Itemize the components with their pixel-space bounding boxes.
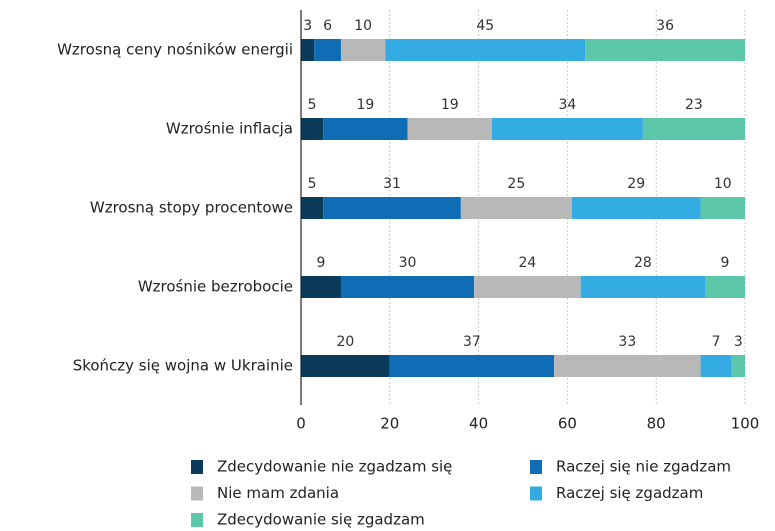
legend-label: Zdecydowanie się zgadzam xyxy=(217,511,425,529)
value-label: 19 xyxy=(441,97,459,113)
bar-segment xyxy=(340,276,475,298)
bar-segment xyxy=(571,197,701,219)
legend-swatch xyxy=(191,513,203,527)
value-label: 31 xyxy=(383,176,401,192)
bar-segment xyxy=(301,118,324,140)
bar-segment xyxy=(700,355,732,377)
category-label: Wzrośnie inflacja xyxy=(166,120,293,138)
legend-swatch xyxy=(191,486,203,501)
bar-segment xyxy=(301,39,315,61)
value-label: 9 xyxy=(721,255,730,271)
x-tick-label: 40 xyxy=(469,415,488,433)
value-label: 6 xyxy=(323,18,332,34)
legend-swatch xyxy=(191,460,203,474)
x-tick-label: 80 xyxy=(647,415,666,433)
legend-label: Nie mam zdania xyxy=(217,484,339,502)
bar-segment xyxy=(314,39,341,61)
value-label: 30 xyxy=(399,255,417,271)
value-label: 36 xyxy=(656,18,674,34)
x-tick-label: 100 xyxy=(731,415,760,433)
bar-segment xyxy=(731,355,745,377)
value-label: 19 xyxy=(356,97,374,113)
value-label: 5 xyxy=(308,97,317,113)
category-label: Skończy się wojna w Ukrainie xyxy=(73,357,293,375)
x-tick-label: 0 xyxy=(296,415,306,433)
value-label: 20 xyxy=(336,334,354,350)
bar-segment xyxy=(385,39,586,61)
bar-segment xyxy=(340,39,386,61)
category-label: Wzrosną ceny nośników energii xyxy=(57,41,293,59)
bar-segment xyxy=(407,118,492,140)
bar-segment xyxy=(323,197,461,219)
value-label: 3 xyxy=(303,18,312,34)
bar-segment xyxy=(580,276,706,298)
bar-segment xyxy=(301,197,324,219)
value-label: 7 xyxy=(712,334,721,350)
bar-segment xyxy=(301,355,390,377)
x-tick-label: 20 xyxy=(380,415,399,433)
value-label: 28 xyxy=(634,255,652,271)
value-label: 25 xyxy=(507,176,525,192)
bar-segment xyxy=(700,197,745,219)
category-label: Wzrośnie bezrobocie xyxy=(138,278,293,296)
bar-segment xyxy=(389,355,555,377)
value-label: 5 xyxy=(308,176,317,192)
value-label: 34 xyxy=(558,97,576,113)
legend-label: Raczej się zgadzam xyxy=(556,484,703,502)
legend-swatch xyxy=(530,460,542,474)
value-label: 10 xyxy=(354,18,372,34)
bar-segment xyxy=(323,118,408,140)
bar-segment xyxy=(301,276,341,298)
value-label: 45 xyxy=(476,18,494,34)
value-label: 23 xyxy=(685,97,703,113)
legend-label: Raczej się nie zgadzam xyxy=(556,458,731,476)
value-label: 10 xyxy=(714,176,732,192)
legend-swatch xyxy=(530,486,542,501)
x-tick-label: 60 xyxy=(558,415,577,433)
value-label: 33 xyxy=(618,334,636,350)
bar-segment xyxy=(491,118,643,140)
bar-segment xyxy=(474,276,581,298)
bar-segment xyxy=(705,276,745,298)
bar-segment xyxy=(642,118,745,140)
category-label: Wzrosną stopy procentowe xyxy=(90,199,293,217)
bar-segment xyxy=(585,39,745,61)
value-label: 24 xyxy=(519,255,537,271)
value-label: 9 xyxy=(317,255,326,271)
value-label: 37 xyxy=(463,334,481,350)
bar-segment xyxy=(554,355,701,377)
legend-label: Zdecydowanie nie zgadzam się xyxy=(217,458,452,476)
bar-segment xyxy=(460,197,572,219)
value-label: 29 xyxy=(627,176,645,192)
value-label: 3 xyxy=(734,334,743,350)
